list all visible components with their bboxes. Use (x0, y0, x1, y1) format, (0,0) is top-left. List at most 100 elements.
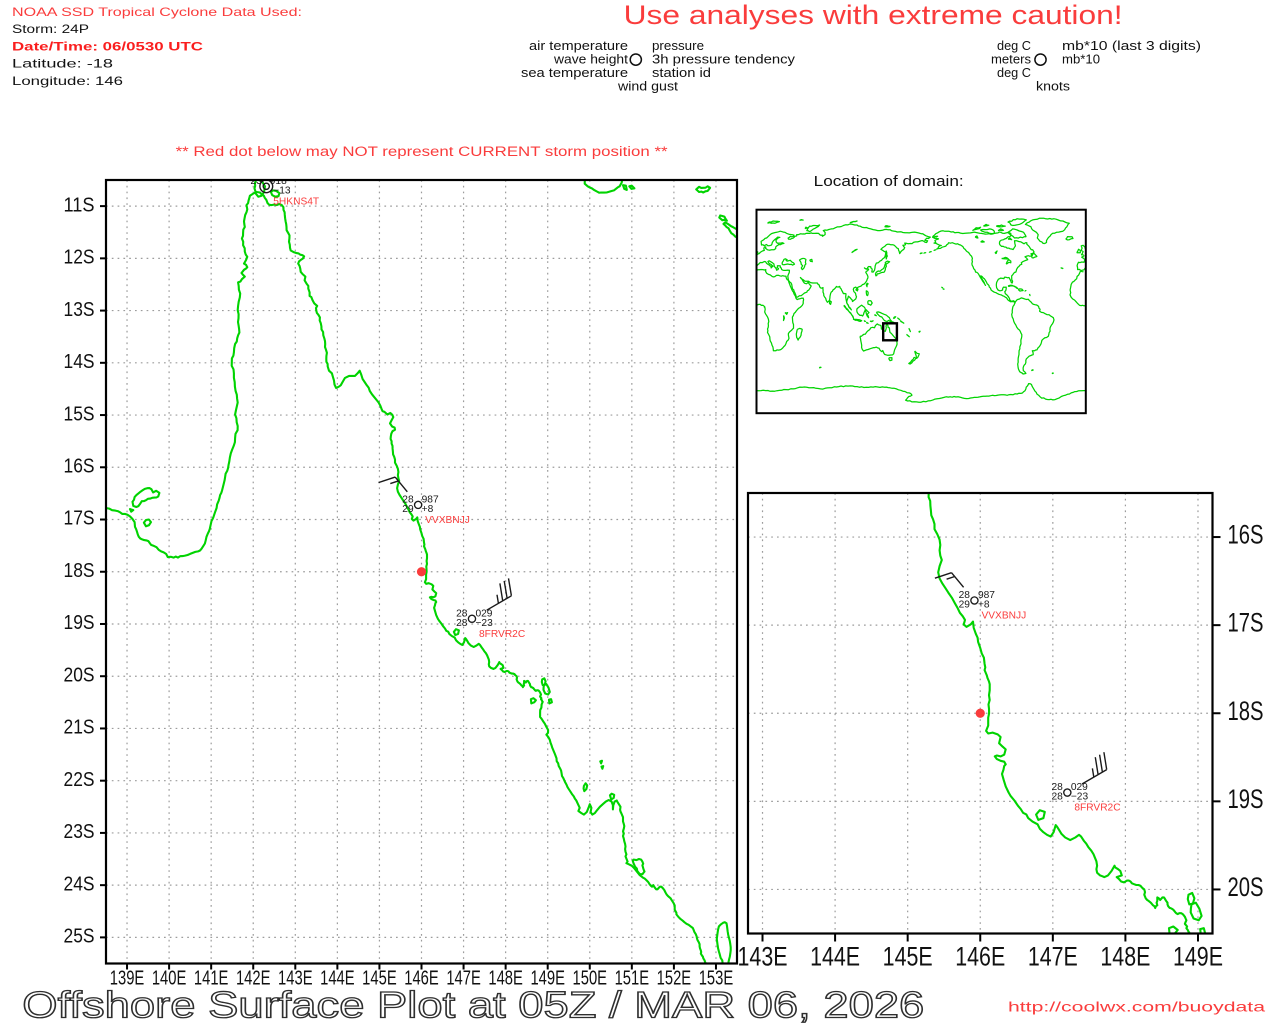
world-coastline (1031, 252, 1038, 259)
world-coastline (809, 258, 813, 263)
world-coastline (1007, 228, 1027, 239)
graticule (748, 493, 1213, 934)
map-border (746, 491, 1214, 935)
world-coastlines (756, 217, 1086, 403)
y-axis-label: 24S (64, 873, 95, 895)
world-coastline (918, 330, 921, 333)
legend-wind-gust: wind gust (617, 78, 679, 93)
y-axis-label: 17S (1228, 608, 1264, 638)
y-axis-label: 17S (64, 508, 95, 530)
x-axis-label: 142E (236, 968, 271, 990)
axis-labels: 143E 144E 145E 146E 147E 148E 149E 16S 17S 18S 19S… (738, 520, 1264, 972)
station-pressure: 029 (475, 608, 492, 619)
wind-barb-icon (378, 476, 408, 493)
coastline-island (715, 921, 732, 964)
world-coastline (864, 309, 870, 319)
world-coastline (931, 230, 1055, 375)
world-coastline (884, 260, 891, 265)
domain-location-box (881, 322, 899, 342)
y-axis-label: 12S (64, 247, 95, 269)
station-id: 5HKNS4T (273, 196, 319, 207)
x-axis-label: 143E (278, 968, 313, 990)
world-map-border (755, 208, 1087, 415)
legend-air-temperature: air temperature (529, 38, 628, 53)
legend-unit-meters: meters (991, 52, 1031, 67)
coastline-island (1035, 809, 1046, 821)
x-axis-label: 153E (699, 968, 734, 990)
station-sea-temp: 28 (1052, 792, 1064, 803)
world-coastline (1001, 256, 1010, 260)
world-coastline (851, 248, 858, 254)
world-coastline (849, 220, 858, 224)
world-coastline (806, 224, 821, 233)
header-datetime-line: Date/Time: 06/0530 UTC (12, 40, 204, 53)
legend-pressure-tendency: 3h pressure tendency (652, 52, 796, 67)
wind-barb-icon (486, 578, 513, 611)
station-pressure: 987 (422, 494, 439, 505)
station-tendency: −23 (1071, 792, 1089, 803)
y-axis-label: 14S (64, 351, 95, 373)
red-dot-warning: ** Red dot below may NOT represent CURRE… (176, 144, 669, 159)
coastline-island (142, 518, 153, 528)
x-axis-label: 139E (110, 968, 145, 990)
x-axis-label: 148E (1100, 942, 1150, 972)
world-coastline (767, 220, 781, 224)
x-axis-label: 149E (530, 968, 565, 990)
world-coastline (928, 250, 932, 253)
legend-unit-degc-2: deg C (997, 65, 1031, 80)
station-circle-icon (1063, 788, 1072, 797)
world-coastline (1007, 284, 1019, 290)
station-air-temp: 28 (456, 608, 468, 619)
x-axis-label: 149E (1173, 942, 1223, 972)
coastlines (106, 180, 737, 964)
station-id: VVXBNJJ (981, 611, 1026, 622)
world-coastline (908, 356, 917, 365)
station-pressure: 918 (270, 176, 287, 187)
world-inset-title: Location of domain: (814, 174, 964, 190)
world-coastline (828, 300, 832, 306)
coastline-mainland (106, 190, 707, 964)
world-coastline (804, 226, 809, 230)
coastline-island (131, 487, 161, 509)
world-location-map (755, 208, 1087, 415)
world-coastline (885, 250, 888, 260)
world-coastline (888, 356, 893, 362)
x-axis-label: 146E (955, 942, 1005, 972)
world-coastline (942, 288, 945, 290)
world-coastline (892, 316, 897, 320)
world-coastline (994, 250, 998, 255)
coastline-island (631, 857, 646, 876)
world-coastline (983, 223, 990, 227)
station-circle-icon (467, 614, 477, 624)
world-coastline (996, 224, 1006, 228)
legend-station-circle-icon (629, 53, 643, 66)
coastline-island (452, 628, 460, 637)
world-coastline (855, 288, 859, 292)
legend-unit-degc-1: deg C (997, 38, 1031, 53)
y-axis-label: 16S (1228, 520, 1264, 550)
x-axis-label: 140E (152, 968, 187, 990)
station-air-temp: 28 (959, 590, 971, 601)
x-axis-label: 150E (573, 968, 608, 990)
world-coastline (874, 314, 877, 317)
y-axis-label: 20S (64, 664, 95, 686)
coastline-island (608, 792, 616, 801)
world-coastline (919, 252, 923, 255)
wind-barb-icon (1081, 752, 1108, 785)
x-axis-label: 147E (446, 968, 481, 990)
world-coastline (1028, 293, 1031, 297)
storm-header: NOAA SSD Tropical Cyclone Data Used: Sto… (12, 6, 302, 88)
y-axis-label: 25S (64, 926, 95, 948)
header-longitude-line: Longitude: 146 (12, 75, 123, 88)
world-coastline (1051, 372, 1054, 375)
coastline-island (269, 189, 281, 198)
coastline-island (529, 697, 537, 705)
station-sea-temp: 28 (456, 618, 468, 629)
station-circle-icon (413, 500, 423, 510)
world-coastline (784, 311, 789, 315)
world-coastline (869, 320, 874, 323)
